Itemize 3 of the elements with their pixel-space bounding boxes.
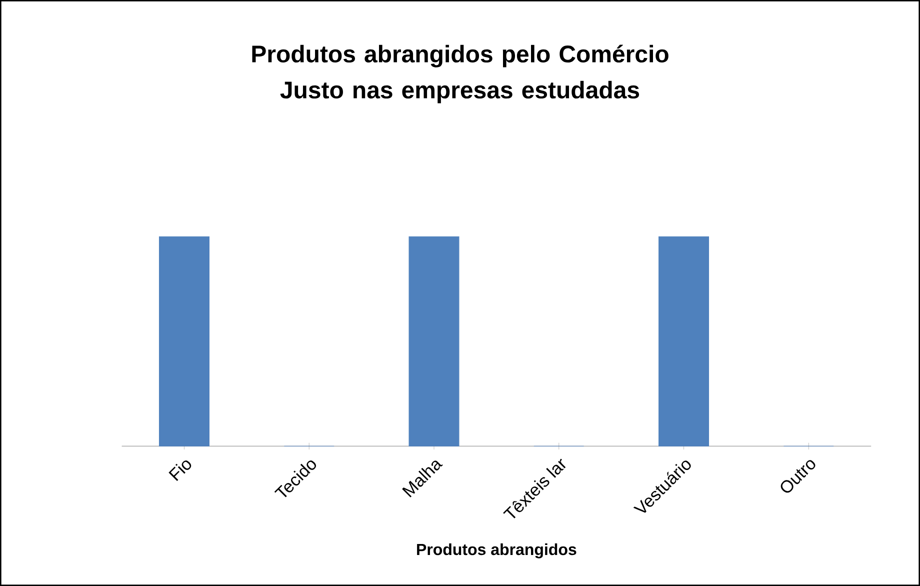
x-axis-title: Produtos abrangidos: [417, 543, 576, 558]
chart-title: Produtos abrangidos pelo Comércio Justo nas empresas estudadas: [252, 44, 668, 104]
x-tick-label: Fio: [168, 460, 192, 482]
